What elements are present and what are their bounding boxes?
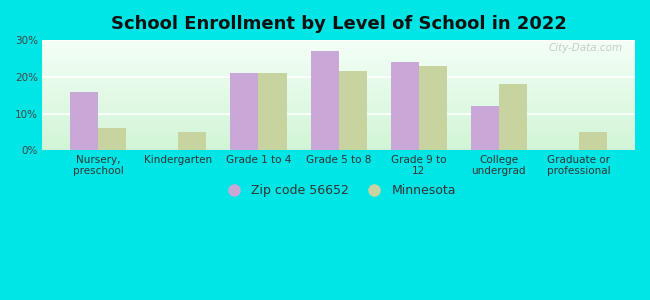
Bar bbox=[231, 73, 259, 150]
Bar bbox=[70, 92, 98, 150]
Bar bbox=[259, 73, 287, 150]
Bar bbox=[579, 132, 607, 150]
Title: School Enrollment by Level of School in 2022: School Enrollment by Level of School in … bbox=[111, 15, 567, 33]
Bar bbox=[499, 84, 527, 150]
Bar bbox=[471, 106, 499, 150]
Bar bbox=[391, 62, 419, 150]
Bar bbox=[178, 132, 207, 150]
Bar bbox=[311, 51, 339, 150]
Bar bbox=[339, 71, 367, 150]
Text: City-Data.com: City-Data.com bbox=[549, 44, 623, 53]
Legend: Zip code 56652, Minnesota: Zip code 56652, Minnesota bbox=[221, 184, 456, 197]
Bar bbox=[98, 128, 126, 150]
Bar bbox=[419, 66, 447, 150]
